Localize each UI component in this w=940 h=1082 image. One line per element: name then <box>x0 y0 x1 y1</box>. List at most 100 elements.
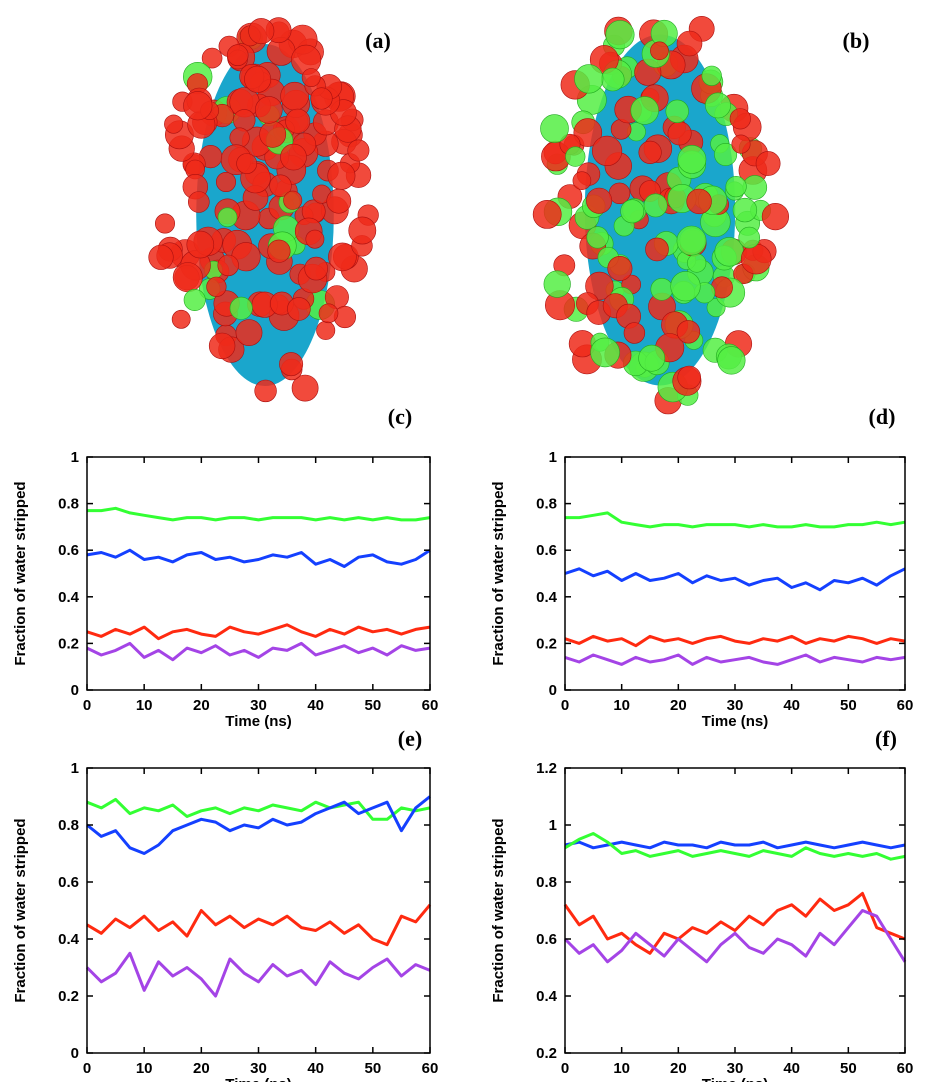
x-tick-label: 50 <box>840 1060 857 1077</box>
y-tick-label: 0.8 <box>536 496 557 513</box>
atom <box>183 288 206 311</box>
x-tick-label: 10 <box>136 1060 153 1077</box>
atom <box>155 213 176 234</box>
x-tick-label: 50 <box>840 697 857 714</box>
atom <box>650 277 674 301</box>
atom <box>731 134 751 154</box>
atom <box>171 309 191 329</box>
atom <box>301 68 321 88</box>
x-tick-label: 0 <box>561 697 569 714</box>
series-line <box>86 623 431 641</box>
atom <box>305 229 325 249</box>
plot-frame <box>564 456 906 691</box>
y-tick-label: 0.4 <box>58 589 80 606</box>
y-tick-label: 0.2 <box>536 1045 557 1062</box>
atom <box>201 47 223 69</box>
atom <box>326 188 352 214</box>
series-line <box>86 795 431 855</box>
y-tick-label: 1 <box>549 449 557 466</box>
atom <box>316 320 336 340</box>
atom <box>148 244 174 270</box>
atom <box>565 146 586 167</box>
atom <box>574 64 604 94</box>
atom <box>291 374 319 402</box>
y-axis-label: Fraction of water stripped <box>490 481 507 665</box>
atom <box>717 346 746 375</box>
atom <box>572 171 592 190</box>
atom <box>285 108 311 134</box>
atom <box>670 271 701 302</box>
series-line <box>86 548 431 568</box>
atom <box>677 365 702 390</box>
atom <box>172 262 203 293</box>
y-tick-label: 0.6 <box>58 542 79 559</box>
x-axis-label: Time (ns) <box>225 1076 291 1082</box>
x-tick-label: 60 <box>897 697 914 714</box>
atom <box>328 242 357 272</box>
atom <box>623 322 646 344</box>
atom <box>667 121 692 146</box>
series-line <box>564 840 906 850</box>
y-tick-label: 1.2 <box>536 760 557 777</box>
series-line <box>87 506 431 522</box>
atom <box>188 191 210 213</box>
atom <box>585 271 614 301</box>
y-tick-label: 0.6 <box>536 542 557 559</box>
y-tick-label: 0.2 <box>536 635 557 652</box>
atom <box>638 140 662 164</box>
atom <box>226 44 249 67</box>
panel-label: (e) <box>398 726 422 751</box>
atom <box>738 226 761 249</box>
y-tick-label: 0.8 <box>58 817 79 834</box>
series-line <box>564 634 906 648</box>
x-tick-label: 40 <box>783 1060 800 1077</box>
x-axis-label: Time (ns) <box>225 713 291 730</box>
atom <box>540 114 569 143</box>
series-line <box>564 567 906 592</box>
atom <box>725 176 747 198</box>
x-tick-label: 40 <box>783 697 800 714</box>
atom <box>638 344 666 372</box>
x-axis-label: Time (ns) <box>702 1076 768 1082</box>
atom <box>279 352 304 377</box>
atom <box>347 139 370 162</box>
y-tick-label: 1 <box>71 760 79 777</box>
atom <box>676 320 701 344</box>
atom <box>217 254 239 277</box>
atom <box>591 135 623 166</box>
atom <box>254 96 283 124</box>
molecule-images <box>148 15 790 415</box>
atom <box>208 332 236 360</box>
x-tick-label: 0 <box>561 1060 569 1077</box>
atom <box>650 41 669 61</box>
atom <box>740 243 772 275</box>
atom <box>280 81 309 111</box>
series-line <box>563 891 906 955</box>
x-tick-label: 50 <box>364 1060 381 1077</box>
atom <box>304 256 329 281</box>
atom <box>630 96 659 125</box>
x-axis-label: Time (ns) <box>702 713 768 730</box>
atom <box>755 151 781 176</box>
atom <box>235 319 263 347</box>
atom <box>643 193 668 218</box>
x-tick-label: 10 <box>136 697 153 714</box>
atom <box>645 237 669 262</box>
atom <box>732 197 758 223</box>
atom <box>705 92 731 119</box>
atom <box>269 174 292 197</box>
atom <box>676 30 703 57</box>
x-tick-label: 60 <box>897 1060 914 1077</box>
atom <box>686 188 712 215</box>
x-tick-label: 30 <box>727 1060 744 1077</box>
series-line <box>86 903 432 947</box>
series-line <box>86 797 431 821</box>
x-tick-label: 20 <box>193 697 210 714</box>
series-line <box>86 641 431 662</box>
y-tick-label: 0.8 <box>58 496 79 513</box>
atom <box>233 109 256 132</box>
chart: (f) 0.2 0.4 0.6 0.8 1 1.2 0 10 20 30 40 50 60 Time (ns… <box>490 726 913 1082</box>
series-line <box>563 909 907 964</box>
